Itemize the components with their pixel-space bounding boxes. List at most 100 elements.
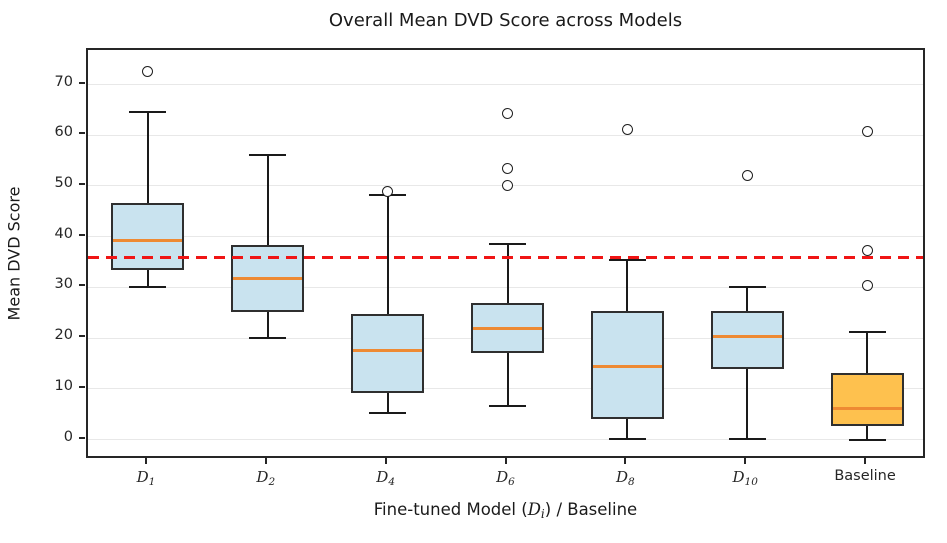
lower-whisker-3: [506, 353, 509, 407]
y-tick-mark-60: [79, 132, 85, 135]
outlier-5-0: [741, 170, 753, 182]
lower-cap-2: [369, 411, 407, 414]
x-axis-label: Fine-tuned Model (Di) / Baseline: [86, 500, 925, 521]
outlier-3-0: [502, 180, 513, 192]
upper-cap-6: [848, 330, 886, 333]
y-tick-mark-70: [79, 81, 85, 84]
lower-whisker-5: [746, 368, 749, 439]
x-axis-label-pre: Fine-tuned Model (: [373, 500, 528, 519]
gridline-y0: [88, 439, 923, 441]
y-tick-mark-50: [79, 182, 85, 185]
outlier-3-2: [502, 108, 513, 120]
x-tick-mark-6: [864, 458, 867, 464]
subscript: 4: [388, 476, 395, 488]
script-d-glyph: D: [256, 468, 269, 486]
lower-cap-0: [129, 286, 167, 289]
box-2: [351, 314, 425, 393]
lower-whisker-4: [626, 419, 629, 439]
median-1: [233, 277, 303, 281]
lower-cap-1: [249, 337, 287, 340]
upper-whisker-5: [746, 287, 749, 311]
lower-cap-3: [489, 405, 526, 408]
y-tick-mark-40: [79, 233, 85, 236]
x-tick-label-d10: D10: [685, 468, 805, 488]
upper-whisker-1: [266, 154, 269, 246]
outlier-3-1: [502, 162, 513, 174]
outlier-2-0: [382, 185, 394, 197]
upper-whisker-2: [386, 195, 389, 315]
gridline-y70: [88, 84, 923, 85]
outlier-4-0: [621, 123, 633, 135]
box-6: [830, 372, 904, 426]
upper-whisker-4: [626, 259, 629, 311]
median-6: [832, 406, 902, 410]
lower-cap-4: [608, 437, 646, 440]
script-d-glyph: D: [496, 468, 509, 486]
outlier-6-0: [861, 279, 873, 291]
plot-area: [86, 48, 925, 458]
lower-cap-6: [848, 438, 886, 441]
script-d-glyph: D: [136, 468, 149, 486]
y-tick-label-70: 70: [54, 73, 73, 90]
x-tick-mark-0: [144, 458, 147, 464]
x-tick-mark-4: [624, 458, 627, 464]
outlier-6-2: [861, 125, 873, 137]
upper-cap-0: [129, 111, 167, 114]
gridline-y40: [88, 236, 923, 238]
lower-whisker-6: [866, 426, 869, 440]
subscript: 8: [628, 476, 635, 488]
x-tick-label-d6: D6: [446, 468, 566, 488]
y-tick-mark-30: [79, 284, 85, 287]
lower-whisker-2: [386, 393, 389, 413]
upper-cap-4: [608, 258, 646, 261]
lower-whisker-0: [146, 269, 149, 288]
x-tick-label-d4: D4: [326, 468, 446, 488]
upper-whisker-3: [506, 244, 509, 304]
x-tick-mark-3: [504, 458, 507, 464]
subscript: 10: [744, 476, 758, 488]
outlier-0-0: [142, 66, 154, 78]
x-axis-label-sub: i: [540, 507, 545, 521]
chart-title: Overall Mean DVD Score across Models: [328, 10, 683, 31]
x-tick-label-baseline: Baseline: [834, 468, 896, 484]
median-3: [473, 327, 542, 331]
median-0: [113, 238, 183, 242]
upper-whisker-6: [866, 331, 869, 373]
y-tick-label-0: 0: [63, 428, 73, 445]
y-tick-label-30: 30: [54, 276, 73, 293]
upper-cap-1: [249, 153, 287, 156]
outlier-6-1: [861, 244, 873, 256]
y-tick-mark-10: [79, 385, 85, 388]
reference-line: [88, 256, 923, 259]
upper-cap-5: [728, 286, 766, 289]
script-d-glyph: D: [615, 468, 629, 486]
y-tick-label-40: 40: [54, 225, 73, 242]
lower-cap-5: [728, 437, 766, 440]
y-tick-mark-0: [79, 436, 85, 439]
x-tick-label-d8: D8: [565, 468, 685, 488]
y-tick-mark-20: [79, 335, 85, 338]
median-4: [592, 364, 662, 368]
x-tick-mark-2: [384, 458, 387, 464]
subscript: 1: [148, 476, 156, 488]
gridline-y10: [88, 388, 923, 390]
y-axis-label: Mean DVD Score: [4, 186, 24, 321]
x-tick-label-d1: D1: [86, 468, 206, 488]
upper-cap-3: [489, 243, 526, 246]
script-d-glyph: D: [376, 468, 389, 486]
x-tick-mark-1: [264, 458, 267, 464]
x-tick-mark-5: [744, 458, 747, 464]
y-tick-label-10: 10: [54, 377, 73, 394]
y-tick-label-60: 60: [54, 124, 73, 141]
upper-whisker-0: [146, 112, 149, 204]
median-2: [353, 349, 423, 353]
subscript: 6: [508, 476, 515, 488]
median-5: [712, 335, 782, 339]
lower-whisker-1: [266, 311, 269, 339]
box-5: [710, 310, 784, 369]
y-tick-label-50: 50: [54, 174, 73, 191]
x-tick-label-d2: D2: [206, 468, 326, 488]
subscript: 2: [268, 476, 276, 488]
x-axis-label-script-d: D: [527, 500, 541, 519]
